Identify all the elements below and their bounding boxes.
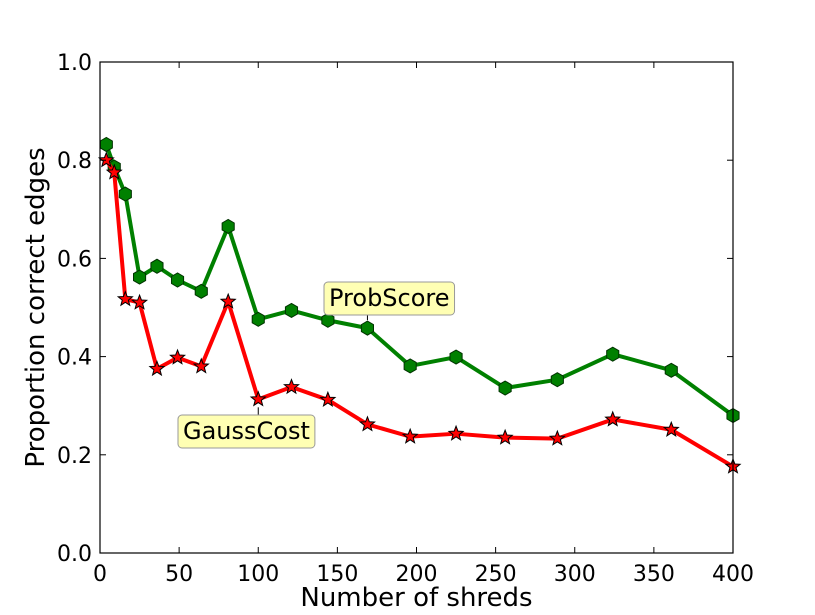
gausscost-point [105, 163, 123, 180]
probscore-point [606, 346, 620, 362]
gausscost-annotation-box [177, 414, 316, 449]
x-tick-label: 350 [633, 562, 675, 587]
probscore-point [403, 358, 417, 374]
series-layer [97, 136, 742, 474]
gausscost-point [662, 420, 680, 437]
y-tick-label: 0.2 [57, 444, 92, 469]
y-tick-label: 0.6 [57, 247, 92, 272]
y-tick-label: 0.0 [57, 542, 92, 567]
gausscost-point [319, 390, 337, 408]
x-tick-label: 300 [554, 562, 596, 587]
x-tick-label: 150 [316, 562, 358, 587]
x-tick-label: 0 [93, 562, 107, 587]
probscore-point [99, 136, 113, 153]
gausscost-point [116, 290, 134, 307]
gausscost-point [192, 357, 210, 374]
y-tick-label: 0.8 [57, 149, 92, 174]
gausscost-point [219, 292, 237, 309]
probscore-point [251, 311, 265, 327]
gausscost-point [447, 424, 465, 441]
gausscost-annotation: GaussCost [177, 407, 316, 449]
gausscost-point [358, 415, 376, 432]
gausscost-point [548, 429, 566, 446]
gausscost-annotation-label: GaussCost [183, 417, 310, 445]
ticks-layer: 0 50 100 150 200 250 300 350 400 0.0 0.2 0.4 0.6 0.8 1… [57, 51, 754, 587]
probscore-annotation: ProbScore [323, 281, 456, 321]
y-tick-label: 0.4 [57, 346, 92, 371]
probscore-point [150, 258, 164, 274]
probscore-point [550, 372, 564, 388]
x-tick-label: 100 [237, 562, 279, 587]
probscore-point [118, 186, 132, 202]
probscore-point [664, 362, 678, 378]
probscore-point [449, 349, 463, 365]
gausscost-point [97, 151, 115, 168]
x-tick-label: 50 [165, 562, 193, 587]
probscore-annotation-box [323, 281, 456, 316]
gausscost-point [401, 427, 419, 444]
probscore-point [194, 283, 208, 299]
gausscost-point [604, 410, 622, 427]
x-tick-label: 250 [475, 562, 517, 587]
probscore-point [360, 320, 374, 336]
gausscost-point [131, 293, 149, 310]
x-tick-label: 200 [396, 562, 438, 587]
x-axis-label: Number of shreds [300, 583, 532, 613]
probscore-point [321, 312, 335, 328]
probscore-point [284, 302, 299, 319]
y-tick-label: 1.0 [57, 51, 92, 76]
probscore-point [221, 218, 235, 235]
probscore-series-line [104, 143, 735, 418]
probscore-point [498, 380, 512, 396]
probscore-point [170, 272, 185, 288]
gausscost-point [169, 348, 187, 365]
y-axis-label: Proportion correct edges [21, 147, 51, 467]
gausscost-point [496, 428, 514, 445]
annotation-layer: ProbScore GaussCost [177, 281, 456, 449]
probscore-annotation-label: ProbScore [329, 284, 450, 312]
gausscost-point [283, 378, 300, 395]
x-tick-label: 400 [712, 562, 754, 587]
probscore-point [133, 269, 147, 285]
gausscost-point [249, 390, 267, 407]
gausscost-point [148, 359, 166, 377]
